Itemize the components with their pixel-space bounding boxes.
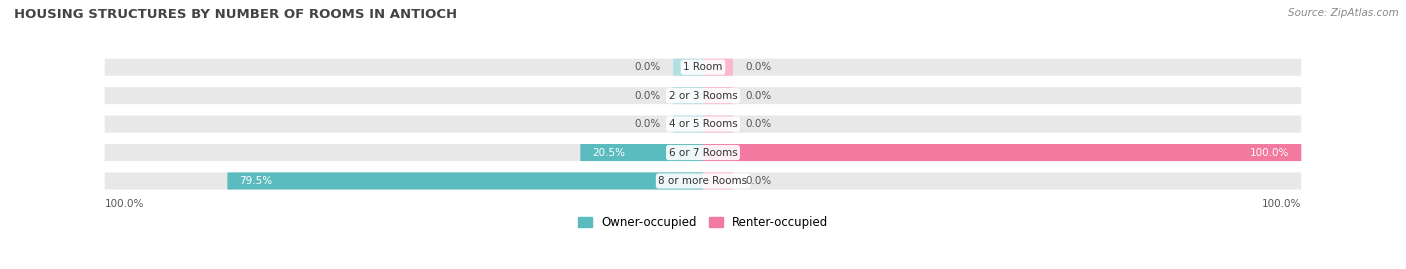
Text: 100.0%: 100.0% — [104, 199, 143, 210]
Legend: Owner-occupied, Renter-occupied: Owner-occupied, Renter-occupied — [578, 216, 828, 229]
FancyBboxPatch shape — [703, 144, 1302, 161]
Text: 0.0%: 0.0% — [636, 62, 661, 72]
FancyBboxPatch shape — [703, 144, 1302, 161]
Text: 8 or more Rooms: 8 or more Rooms — [658, 176, 748, 186]
FancyBboxPatch shape — [673, 116, 703, 133]
FancyBboxPatch shape — [703, 116, 1302, 133]
Text: 0.0%: 0.0% — [636, 119, 661, 129]
FancyBboxPatch shape — [104, 87, 703, 104]
Text: HOUSING STRUCTURES BY NUMBER OF ROOMS IN ANTIOCH: HOUSING STRUCTURES BY NUMBER OF ROOMS IN… — [14, 8, 457, 21]
Text: Source: ZipAtlas.com: Source: ZipAtlas.com — [1288, 8, 1399, 18]
FancyBboxPatch shape — [703, 87, 1302, 104]
FancyBboxPatch shape — [228, 172, 703, 189]
Text: 0.0%: 0.0% — [745, 119, 770, 129]
Text: 0.0%: 0.0% — [745, 62, 770, 72]
FancyBboxPatch shape — [703, 116, 733, 133]
FancyBboxPatch shape — [104, 144, 703, 161]
Text: 4 or 5 Rooms: 4 or 5 Rooms — [669, 119, 737, 129]
FancyBboxPatch shape — [104, 172, 703, 189]
FancyBboxPatch shape — [581, 144, 703, 161]
Text: 100.0%: 100.0% — [1263, 199, 1302, 210]
Text: 1 Room: 1 Room — [683, 62, 723, 72]
Text: 0.0%: 0.0% — [636, 91, 661, 101]
FancyBboxPatch shape — [703, 87, 733, 104]
Text: 0.0%: 0.0% — [745, 91, 770, 101]
Text: 100.0%: 100.0% — [1250, 147, 1289, 158]
FancyBboxPatch shape — [104, 116, 703, 133]
FancyBboxPatch shape — [104, 59, 703, 76]
Text: 0.0%: 0.0% — [745, 176, 770, 186]
FancyBboxPatch shape — [703, 59, 733, 76]
FancyBboxPatch shape — [673, 59, 703, 76]
Text: 6 or 7 Rooms: 6 or 7 Rooms — [669, 147, 737, 158]
FancyBboxPatch shape — [703, 172, 733, 189]
FancyBboxPatch shape — [673, 87, 703, 104]
FancyBboxPatch shape — [703, 172, 1302, 189]
Text: 2 or 3 Rooms: 2 or 3 Rooms — [669, 91, 737, 101]
FancyBboxPatch shape — [703, 59, 1302, 76]
Text: 79.5%: 79.5% — [239, 176, 273, 186]
Text: 20.5%: 20.5% — [592, 147, 626, 158]
